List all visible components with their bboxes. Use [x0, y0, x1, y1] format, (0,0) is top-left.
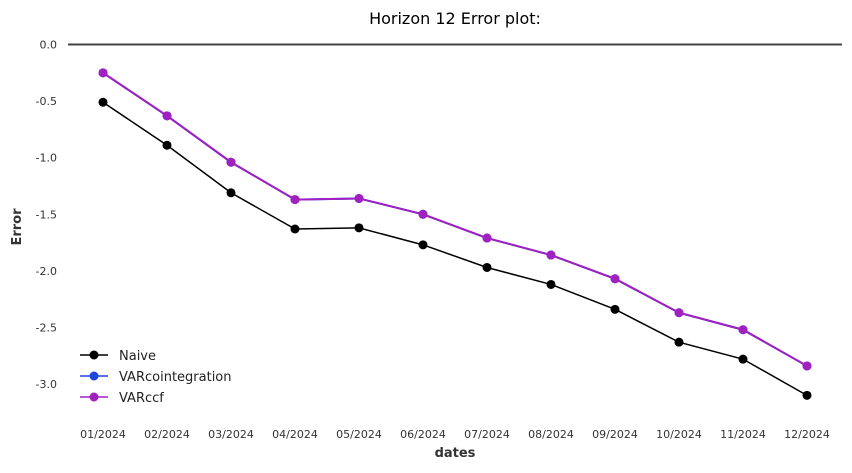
data-point: [162, 140, 172, 150]
legend-marker-swatch: [89, 350, 99, 360]
series-naive: [98, 97, 812, 400]
data-point: [98, 97, 108, 107]
data-point: [482, 233, 492, 243]
data-point: [418, 240, 428, 250]
data-point: [290, 224, 300, 234]
series-line: [102, 71, 808, 367]
data-point: [354, 193, 364, 203]
series-line: [102, 101, 808, 397]
plot-area: 0.0 -0.5 -1.0 -1.5 -2.0 -2.5 -3.0 01/2024 02/202…: [36, 39, 842, 441]
x-tick-label: 06/2024: [400, 428, 446, 441]
data-point: [226, 157, 236, 167]
x-axis-label: dates: [435, 446, 476, 461]
y-tick-label: -1.5: [36, 208, 57, 221]
y-tick-label: -2.0: [36, 265, 57, 278]
legend: Naive VARcointegration VARccf: [80, 349, 232, 406]
x-tick-label: 07/2024: [464, 428, 510, 441]
legend-item-naive: Naive: [80, 349, 156, 364]
x-tick-label: 03/2024: [208, 428, 254, 441]
y-tick-label: -1.0: [36, 152, 57, 165]
x-tick-label: 02/2024: [144, 428, 190, 441]
data-point: [354, 223, 364, 233]
data-point: [418, 209, 428, 219]
data-point: [98, 68, 108, 78]
data-point: [802, 361, 812, 371]
chart-title: Horizon 12 Error plot:: [369, 9, 541, 28]
x-tick-label: 09/2024: [592, 428, 638, 441]
legend-label: Naive: [119, 349, 156, 364]
data-point: [226, 188, 236, 198]
data-point: [802, 390, 812, 400]
x-tick-label: 05/2024: [336, 428, 382, 441]
data-point: [610, 304, 620, 314]
data-point: [738, 325, 748, 335]
legend-item-varcointegration: VARcointegration: [80, 370, 232, 385]
x-tick-label: 12/2024: [784, 428, 830, 441]
data-point: [674, 337, 684, 347]
legend-label: VARccf: [119, 391, 164, 406]
y-tick-label: -3.0: [36, 378, 57, 391]
data-point: [482, 262, 492, 272]
y-tick-label: -2.5: [36, 321, 57, 334]
data-point: [162, 111, 172, 121]
legend-label: VARcointegration: [119, 370, 232, 385]
data-point: [674, 308, 684, 318]
x-tick-label: 11/2024: [720, 428, 766, 441]
x-tick-label: 04/2024: [272, 428, 318, 441]
y-axis-label: Error: [10, 208, 25, 246]
x-tick-label: 08/2024: [528, 428, 574, 441]
data-point: [290, 195, 300, 205]
legend-marker-swatch: [89, 371, 99, 381]
series-line: [102, 71, 808, 367]
y-tick-label: -0.5: [36, 95, 57, 108]
series-varccf: [98, 68, 812, 371]
series-varcointegration: [98, 68, 812, 371]
x-tick-label: 01/2024: [80, 428, 126, 441]
x-tick-label: 10/2024: [656, 428, 702, 441]
y-tick-label: 0.0: [40, 39, 58, 52]
legend-marker-swatch: [89, 392, 99, 402]
data-point: [738, 354, 748, 364]
data-point: [546, 250, 556, 260]
data-point: [610, 274, 620, 284]
data-point: [546, 279, 556, 289]
legend-item-varccf: VARccf: [80, 391, 164, 406]
